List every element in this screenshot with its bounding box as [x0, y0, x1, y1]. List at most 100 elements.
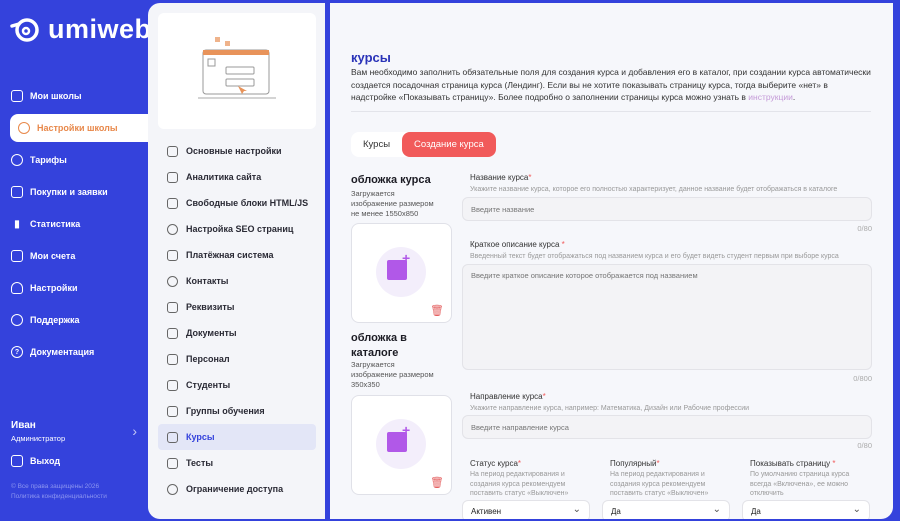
submenu-label: Реквизиты [186, 302, 235, 312]
label-text: Краткое описание курса [470, 240, 562, 249]
submenu-label: Студенты [186, 380, 231, 390]
label-text: Название курса [470, 173, 529, 182]
add-image-icon [387, 432, 407, 452]
gear-icon [18, 122, 30, 134]
instructions-link[interactable]: инструкции [748, 92, 793, 102]
nav-label: Настройки школы [37, 123, 118, 133]
label-text: Показывать страницу [750, 459, 833, 468]
trash-icon[interactable]: 🗑 [430, 305, 444, 317]
submenu-item-analytics[interactable]: Аналитика сайта [158, 164, 316, 190]
course-name-counter: 0/80 [857, 224, 872, 233]
group-icon [167, 405, 178, 417]
user-icon [11, 282, 23, 294]
user-profile[interactable]: Иван Администратор › [11, 420, 137, 443]
submenu-item-basic[interactable]: Основные настройки [158, 138, 316, 164]
show-page-hint: По умолчанию страница курса всегда «Вклю… [750, 471, 850, 497]
status-select[interactable]: Активен ⌄ [462, 500, 590, 519]
intro-text: Вам необходимо заполнить обязательные по… [351, 67, 871, 102]
user-name: Иван [11, 420, 36, 431]
popular-label: Популярный* [610, 459, 660, 468]
privacy-link[interactable]: Политика конфиденциальности [11, 493, 107, 500]
book-search-icon [167, 457, 178, 469]
submenu-item-seo[interactable]: Настройка SEO страниц [158, 216, 316, 242]
copyright: © Все права защищены 2026 [11, 483, 100, 490]
submenu-label: Платёжная система [186, 250, 274, 260]
nav-label: Тарифы [30, 155, 67, 165]
chat-icon [167, 275, 178, 287]
settings-submenu-panel: Основные настройки Аналитика сайта Свобо… [148, 3, 328, 519]
submenu-item-contacts[interactable]: Контакты [158, 268, 316, 294]
nav-tariffs[interactable]: Тарифы [0, 144, 148, 176]
catalog-cover-desc: Загружается изображение размером 350x350 [351, 360, 434, 389]
nav-documentation[interactable]: ? Документация [0, 336, 148, 368]
nav-label: Статистика [30, 219, 81, 229]
folder-icon [167, 327, 178, 339]
submenu-item-students[interactable]: Студенты [158, 372, 316, 398]
wallet-icon [167, 145, 178, 157]
tabs: Курсы Создание курса [351, 132, 496, 157]
illustration [158, 13, 316, 129]
submenu-item-payment[interactable]: Платёжная система [158, 242, 316, 268]
nav-bills[interactable]: Мои счета [0, 240, 148, 272]
submenu-item-staff[interactable]: Персонал [158, 346, 316, 372]
show-page-label: Показывать страницу * [750, 459, 836, 468]
nav-statistics[interactable]: ▮ Статистика [0, 208, 148, 240]
graduation-cap-icon [11, 90, 23, 102]
catalog-cover-upload[interactable]: + 🗑 [351, 395, 452, 495]
select-value: Да [611, 507, 621, 516]
submenu-item-groups[interactable]: Группы обучения [158, 398, 316, 424]
tab-create-course[interactable]: Создание курса [402, 132, 496, 157]
nav-support[interactable]: Поддержка [0, 304, 148, 336]
browser-window-illustration [198, 37, 276, 99]
tab-courses[interactable]: Курсы [363, 139, 391, 150]
nav-purchases[interactable]: Покупки и заявки [0, 176, 148, 208]
divider [351, 111, 871, 112]
group-icon [167, 379, 178, 391]
submenu-label: Аналитика сайта [186, 172, 262, 182]
popular-select[interactable]: Да ⌄ [602, 500, 730, 519]
footer: © Все права защищены 2026 Политика конфи… [11, 482, 107, 502]
submenu-label: Тесты [186, 458, 214, 468]
required-mark: * [528, 173, 532, 182]
nav-my-schools[interactable]: Мои школы [0, 80, 148, 112]
submenu-label: Группы обучения [186, 406, 265, 416]
bar-chart-icon: ▮ [14, 218, 20, 230]
submenu-label: Настройка SEO страниц [186, 224, 294, 234]
submenu-item-documents[interactable]: Документы [158, 320, 316, 346]
pie-chart-icon [11, 154, 23, 166]
direction-hint: Укажите направление курса, например: Мат… [470, 405, 750, 412]
course-name-input[interactable] [462, 197, 872, 221]
short-desc-textarea[interactable] [462, 264, 872, 370]
submenu-label: Контакты [186, 276, 229, 286]
required-mark: * [832, 459, 836, 468]
nav-school-settings[interactable]: Настройки школы [10, 114, 150, 142]
show-page-select[interactable]: Да ⌄ [742, 500, 870, 519]
submenu-item-html-blocks[interactable]: Свободные блоки HTML/JS [158, 190, 316, 216]
brand-name: umiweb [48, 14, 152, 44]
main-nav: Мои школы Настройки школы Тарифы Покупки… [0, 80, 150, 368]
cover-upload[interactable]: + 🗑 [351, 223, 452, 323]
trash-icon[interactable]: 🗑 [430, 477, 444, 489]
submenu-item-tests[interactable]: Тесты [158, 450, 316, 476]
nav-settings[interactable]: Настройки [0, 272, 148, 304]
add-image-icon [387, 260, 407, 280]
help-icon: ? [11, 346, 23, 358]
direction-input[interactable] [462, 415, 872, 439]
submenu-item-requisites[interactable]: Реквизиты [158, 294, 316, 320]
required-mark: * [542, 392, 546, 401]
submenu-label: Документы [186, 328, 237, 338]
chevron-down-icon: ⌄ [712, 504, 721, 515]
submenu-item-courses[interactable]: Курсы [158, 424, 316, 450]
logo[interactable]: umiweb [10, 14, 152, 45]
label-text: Статус курса [470, 459, 518, 468]
main-content: курсы Вам необходимо заполнить обязатель… [330, 3, 893, 519]
label-text: Направление курса [470, 392, 543, 401]
submenu-label: Свободные блоки HTML/JS [186, 198, 309, 208]
logout-button[interactable]: Выход [11, 455, 60, 467]
course-name-label: Название курса* [470, 173, 532, 182]
submenu-item-access[interactable]: Ограничение доступа [158, 476, 316, 502]
wallet-icon [11, 186, 23, 198]
short-desc-counter: 0/800 [853, 374, 872, 383]
sidebar: umiweb Мои школы Настройки школы Тарифы … [0, 0, 151, 521]
cover-desc: Загружается изображение размером не мене… [351, 189, 434, 218]
